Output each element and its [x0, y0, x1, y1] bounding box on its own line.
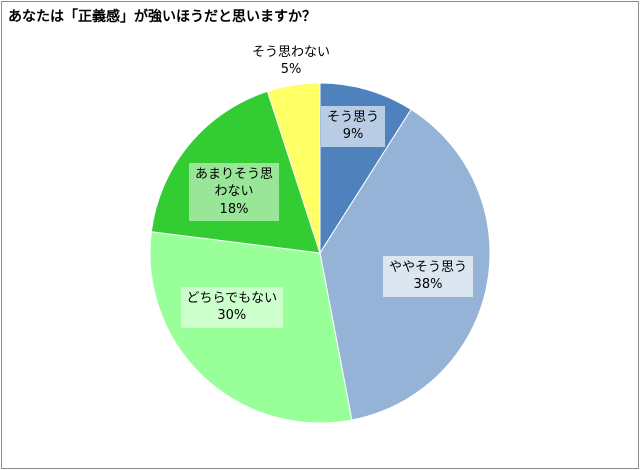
slice-label-text: ややそう思う	[389, 259, 468, 275]
slice-percent: 18%	[219, 201, 249, 217]
slice-label-2: ややそう思う 38%	[383, 255, 474, 297]
pie-slice-5	[266, 82, 321, 254]
slice-percent: 38%	[413, 277, 443, 293]
slice-label-text: わない	[214, 184, 254, 200]
slice-percent: 5%	[280, 62, 302, 78]
slice-label-text: あまりそう思	[195, 166, 274, 182]
chart-title: あなたは「正義感」が強いほうだと思いますか？	[8, 9, 316, 25]
slice-label-1: そう思う 9%	[321, 105, 386, 147]
slice-label-5: そう思わない 5%	[250, 44, 332, 79]
slice-label-3: どちらでもない 30%	[180, 286, 284, 328]
slice-percent: 30%	[217, 308, 247, 324]
slice-label-text: そう思う	[327, 109, 380, 125]
slice-label-text: そう思わない	[252, 44, 331, 60]
slice-label-4: あまりそう思 わない 18%	[189, 162, 280, 222]
slice-percent: 9%	[342, 127, 364, 143]
slice-label-text: どちらでもない	[186, 290, 278, 306]
